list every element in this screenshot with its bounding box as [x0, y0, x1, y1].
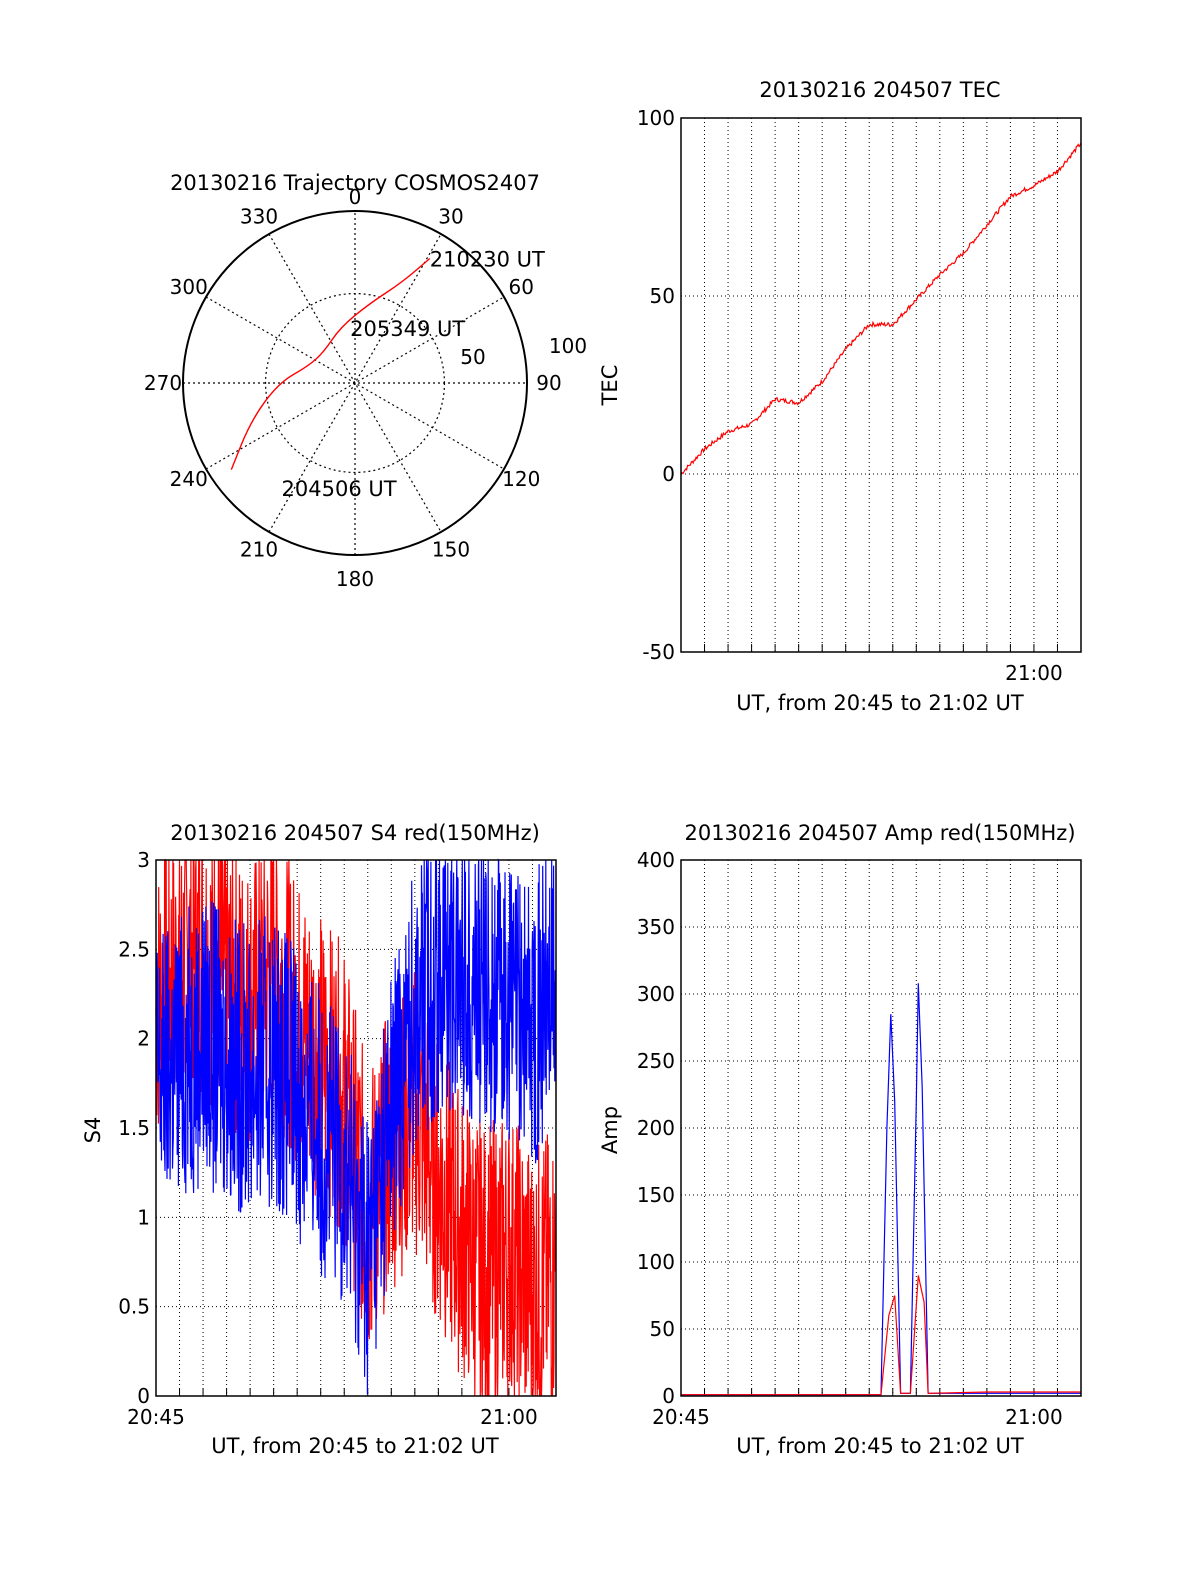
polar-radial-label: 50 — [460, 345, 485, 369]
polar-angle-label: 60 — [509, 275, 534, 299]
y-tick-label: 400 — [637, 848, 675, 872]
trajectory-title: 20130216 Trajectory COSMOS2407 — [170, 171, 540, 195]
series-line — [155, 858, 557, 1395]
series-line — [681, 1275, 1081, 1396]
series-line — [680, 142, 1082, 475]
tec-title: 20130216 204507 TEC — [759, 78, 1000, 102]
amp-plot: 20130216 204507 Amp red(150MHz) Amp UT, … — [598, 821, 1082, 1458]
amp-title: 20130216 204507 Amp red(150MHz) — [684, 821, 1075, 845]
tec-plot: 20130216 204507 TEC TEC UT, from 20:45 t… — [598, 78, 1082, 715]
s4-xlabel: UT, from 20:45 to 21:02 UT — [211, 1434, 499, 1458]
plot-series — [680, 142, 1082, 475]
polar-angle-label: 120 — [502, 467, 540, 491]
plot-frame — [155, 859, 557, 1397]
y-tick-label: 100 — [637, 106, 675, 130]
s4-plot-body: 0 0.5 1 1.5 2 2.5 3 20:45 21:00 — [118, 848, 557, 1429]
plot-series — [681, 983, 1081, 1396]
y-tick-label: 350 — [637, 915, 675, 939]
tec-xlabel: UT, from 20:45 to 21:02 UT — [736, 691, 1024, 715]
y-tick-label: 2.5 — [118, 937, 150, 961]
x-tick-label: 20:45 — [652, 1405, 710, 1429]
y-tick-label: 1.5 — [118, 1116, 150, 1140]
y-tick-label: 2 — [137, 1027, 150, 1051]
x-tick-label: 20:45 — [127, 1405, 185, 1429]
y-tick-label: 50 — [650, 284, 675, 308]
pass-time-annotation: 204506 UT — [282, 477, 397, 501]
plot-frame — [680, 117, 1082, 653]
pass-time-annotation: 210230 UT — [430, 248, 545, 272]
amp-ylabel: Amp — [598, 1106, 622, 1154]
polar-labels: 0 30 60 90 120 150 180 210 240 270 300 330 50 100 2102… — [144, 185, 587, 591]
x-tick-label: 21:00 — [480, 1405, 538, 1429]
plot-series — [155, 858, 557, 1397]
y-tick-label: 200 — [637, 1116, 675, 1140]
series-line — [155, 858, 557, 1397]
polar-spoke — [268, 233, 442, 533]
plot-frame — [680, 859, 1082, 1397]
polar-angle-label: 150 — [432, 537, 470, 561]
y-tick-label: 300 — [637, 982, 675, 1006]
tec-ylabel: TEC — [598, 365, 622, 407]
polar-angle-label: 300 — [170, 275, 208, 299]
polar-angle-label: 270 — [144, 371, 182, 395]
trajectory-line — [230, 257, 431, 470]
polar-angle-label: 30 — [438, 205, 463, 229]
polar-angle-label: 240 — [170, 467, 208, 491]
trajectory-polar-plot: 20130216 Trajectory COSMOS2407 0 30 60 90 12… — [144, 171, 587, 591]
y-tick-label: 0.5 — [118, 1295, 150, 1319]
y-tick-label: 50 — [650, 1317, 675, 1341]
pass-time-annotation: 205349 UT — [350, 317, 465, 341]
polar-angle-label: 90 — [536, 371, 561, 395]
s4-ylabel: S4 — [81, 1117, 105, 1144]
y-tick-label: 150 — [637, 1183, 675, 1207]
tec-plot-body: -50 0 50 100 21:00 — [637, 106, 1082, 685]
y-tick-label: 0 — [662, 1384, 675, 1408]
polar-grid — [182, 210, 528, 556]
y-tick-label: 0 — [662, 462, 675, 486]
y-tick-label: 3 — [137, 848, 150, 872]
y-tick-label: -50 — [642, 640, 675, 664]
s4-plot: 20130216 204507 S4 red(150MHz) S4 UT, fr… — [81, 821, 557, 1458]
s4-title: 20130216 204507 S4 red(150MHz) — [170, 821, 540, 845]
amp-plot-body: 0 50 100 150 200 250 300 350 400 20:45 21:00 — [637, 848, 1082, 1429]
y-tick-label: 250 — [637, 1049, 675, 1073]
y-tick-label: 100 — [637, 1250, 675, 1274]
polar-angle-label: 0 — [349, 185, 362, 209]
amp-xlabel: UT, from 20:45 to 21:02 UT — [736, 1434, 1024, 1458]
polar-radial-label: 100 — [549, 334, 587, 358]
polar-angle-label: 210 — [240, 537, 278, 561]
polar-angle-label: 330 — [240, 205, 278, 229]
polar-angle-label: 180 — [336, 567, 374, 591]
x-tick-label: 21:00 — [1005, 661, 1063, 685]
x-tick-label: 21:00 — [1005, 1405, 1063, 1429]
trajectory-track — [230, 257, 431, 470]
y-tick-label: 1 — [137, 1205, 150, 1229]
y-tick-label: 0 — [137, 1384, 150, 1408]
